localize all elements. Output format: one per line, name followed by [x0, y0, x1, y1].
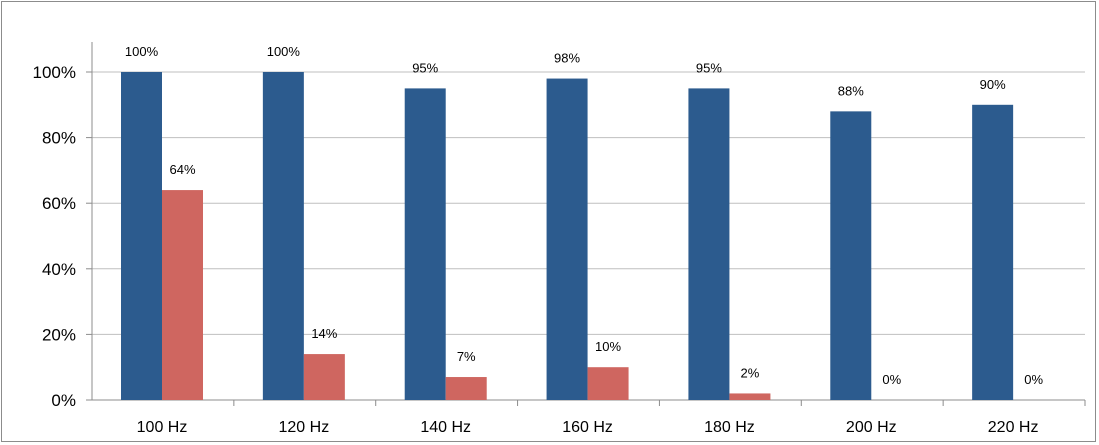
bar [729, 393, 771, 400]
y-tick-label: 80% [42, 129, 76, 148]
data-label: 64% [169, 162, 195, 177]
data-label: 90% [980, 77, 1006, 92]
y-tick-label: 40% [42, 260, 76, 279]
data-label: 14% [311, 326, 337, 341]
bar [262, 72, 304, 400]
x-tick-label: 200 Hz [846, 419, 897, 436]
bar [445, 377, 487, 400]
bar [688, 88, 730, 401]
y-tick-label: 60% [42, 194, 76, 213]
bar [121, 72, 162, 400]
data-label: 88% [838, 83, 864, 98]
x-tick-label: 100 Hz [137, 419, 188, 436]
y-tick-label: 100% [33, 63, 76, 82]
x-tick-label: 180 Hz [704, 419, 755, 436]
x-tick-label: 120 Hz [279, 419, 330, 436]
bar [303, 354, 345, 400]
data-label: 10% [595, 339, 621, 354]
bar [830, 111, 872, 401]
bar [972, 104, 1014, 401]
y-tick-label: 0% [51, 391, 76, 410]
y-tick-label: 20% [42, 325, 76, 344]
data-label: 100% [125, 44, 159, 59]
x-tick-label: 160 Hz [562, 419, 613, 436]
data-label: 100% [267, 44, 301, 59]
bar [404, 88, 446, 401]
data-label: 0% [882, 372, 901, 387]
x-tick-label: 140 Hz [420, 419, 471, 436]
data-label: 2% [741, 365, 760, 380]
x-tick-label: 220 Hz [988, 419, 1039, 436]
data-label: 98% [554, 51, 580, 66]
bar [162, 190, 203, 400]
bar [587, 367, 629, 400]
data-label: 0% [1024, 372, 1043, 387]
data-label: 7% [457, 349, 476, 364]
data-label: 95% [696, 60, 722, 75]
bar [546, 78, 588, 400]
data-label: 95% [412, 60, 438, 75]
